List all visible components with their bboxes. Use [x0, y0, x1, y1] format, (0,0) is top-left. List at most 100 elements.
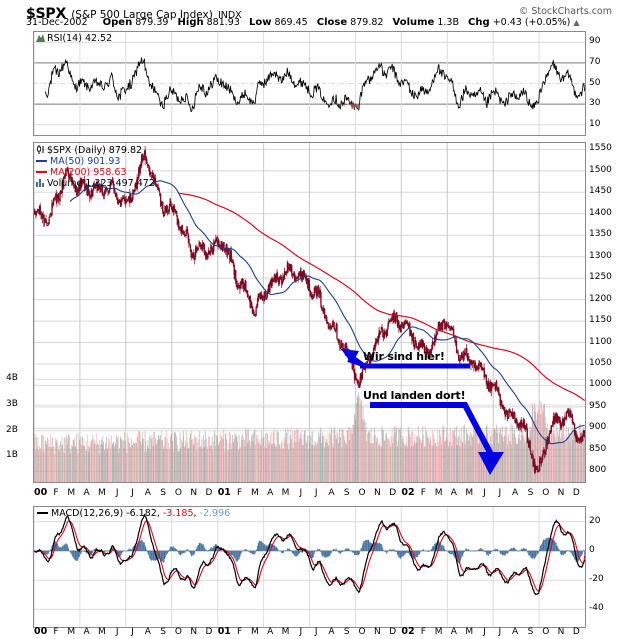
symbol-exchange: INDX: [217, 10, 242, 21]
month-tick-M: M: [465, 488, 474, 498]
axis-tick-label: 2B: [6, 424, 18, 435]
month-tick-A: A: [83, 488, 90, 498]
chg-label: Chg: [468, 17, 490, 28]
month-tick-J: J: [115, 488, 119, 498]
axis-tick-label: 1050: [589, 357, 612, 368]
price-legend-row-ma200: MA(200) 958.63: [36, 167, 155, 178]
month-tick-F: F: [237, 627, 243, 637]
price-legend-row-price: $SPX (Daily) 879.82: [36, 145, 155, 156]
month-tick-D: D: [205, 627, 213, 637]
axis-tick-label: 1400: [589, 207, 612, 218]
high-value: 881.93: [206, 17, 240, 28]
month-tick-A: A: [267, 488, 274, 498]
volume-label: Volume: [392, 17, 435, 28]
uptick-arrow-icon: ▲: [573, 18, 580, 27]
price-legend-row-volume: Volume 1,323,497,472: [36, 178, 155, 189]
month-tick-M: M: [434, 627, 443, 637]
axis-tick-label: -40: [589, 603, 604, 614]
axis-tick-label: 10: [589, 118, 601, 129]
axis-tick-label: 1450: [589, 186, 612, 197]
axis-tick-label: 30: [589, 98, 601, 109]
month-tick-01: 01: [217, 487, 231, 498]
price-legend-text: $SPX (Daily) 879.82: [47, 145, 143, 156]
month-tick-J: J: [299, 488, 303, 498]
month-tick-A: A: [512, 488, 519, 498]
month-tick-02: 02: [401, 487, 415, 498]
month-tick-S: S: [527, 488, 534, 498]
axis-tick-label: 50: [589, 77, 601, 88]
ma50-legend-text: MA(50) 901.93: [50, 156, 121, 167]
macd-legend: MACD(12,26,9) -6.182, -3.185, -2.996: [37, 508, 230, 519]
month-tick-S: S: [160, 488, 166, 498]
month-tick-M: M: [67, 488, 76, 498]
month-tick-M: M: [97, 488, 106, 498]
month-tick-D: D: [389, 488, 397, 498]
volume-value: 1.3B: [437, 17, 459, 28]
ma200-swatch-icon: [36, 170, 47, 173]
axis-tick-label: 1350: [589, 229, 612, 240]
month-tick-A: A: [450, 488, 457, 498]
month-tick-O: O: [542, 488, 550, 498]
chart-header: $SPX (S&P 500 Large Cap Index) INDX © St…: [0, 0, 620, 28]
close-value: 879.82: [350, 17, 384, 28]
month-tick-A: A: [450, 627, 457, 637]
ma200-legend-text: MA(200) 958.63: [50, 167, 127, 178]
axis-tick-label: 1000: [589, 379, 612, 390]
month-tick-J: J: [314, 627, 318, 637]
axis-tick-label: 1500: [589, 164, 612, 175]
high-label: High: [177, 17, 204, 28]
annotation-und-landen-dort: Und landen dort!: [363, 389, 466, 402]
macd-swatch-icon: [37, 511, 48, 514]
rsi-plot: [34, 32, 585, 135]
month-tick-N: N: [374, 488, 381, 498]
month-tick-N: N: [374, 627, 381, 637]
month-tick-M: M: [251, 627, 259, 637]
month-tick-J: J: [314, 488, 318, 498]
chg-value: +0.43 (+0.05%): [492, 17, 571, 28]
month-tick-O: O: [174, 488, 182, 498]
low-value: 869.45: [274, 17, 308, 28]
quote-date: 31-Dec-2002: [26, 17, 88, 28]
price-panel: [33, 142, 586, 483]
month-tick-A: A: [512, 627, 519, 637]
rsi-panel: [33, 31, 586, 136]
chart-title: $SPX (S&P 500 Large Cap Index) INDX: [26, 3, 242, 22]
month-tick-M: M: [434, 488, 443, 498]
month-tick-01: 01: [217, 626, 231, 637]
price-legend-row-ma50: MA(50) 901.93: [36, 156, 155, 167]
month-tick-M: M: [281, 488, 290, 498]
month-tick-D: D: [572, 488, 580, 498]
month-tick-M: M: [67, 627, 76, 637]
month-tick-A: A: [144, 488, 151, 498]
month-tick-J: J: [299, 627, 303, 637]
month-tick-A: A: [328, 627, 335, 637]
macd-legend-value: -6.182: [126, 508, 157, 519]
symbol-ticker: $SPX: [26, 6, 67, 22]
month-tick-A: A: [328, 488, 335, 498]
month-tick-N: N: [557, 488, 565, 498]
month-tick-J: J: [131, 627, 134, 637]
month-tick-O: O: [358, 488, 366, 498]
month-tick-D: D: [389, 627, 397, 637]
rsi-indicator-icon: [36, 34, 45, 42]
close-label: Close: [316, 17, 348, 28]
month-tick-O: O: [358, 627, 366, 637]
macd-legend-hist: -2.996: [199, 508, 231, 519]
month-tick-02: 02: [401, 626, 415, 637]
month-tick-F: F: [420, 488, 426, 498]
month-tick-00: 00: [34, 626, 48, 637]
axis-tick-label: 1250: [589, 272, 612, 283]
macd-legend-name: MACD(12,26,9): [51, 508, 124, 519]
month-tick-F: F: [53, 488, 59, 498]
month-tick-J: J: [498, 488, 502, 498]
symbol-name: (S&P 500 Large Cap Index): [71, 9, 213, 21]
macd-panel: [33, 506, 586, 628]
month-tick-M: M: [251, 488, 259, 498]
month-tick-J: J: [498, 627, 502, 637]
month-tick-J: J: [483, 488, 486, 498]
axis-tick-label: 20: [589, 515, 601, 526]
volume-bars-icon: [36, 179, 44, 187]
month-tick-00: 00: [34, 487, 48, 498]
month-tick-S: S: [527, 627, 534, 637]
price-legend: $SPX (Daily) 879.82 MA(50) 901.93 MA(200…: [36, 145, 155, 189]
